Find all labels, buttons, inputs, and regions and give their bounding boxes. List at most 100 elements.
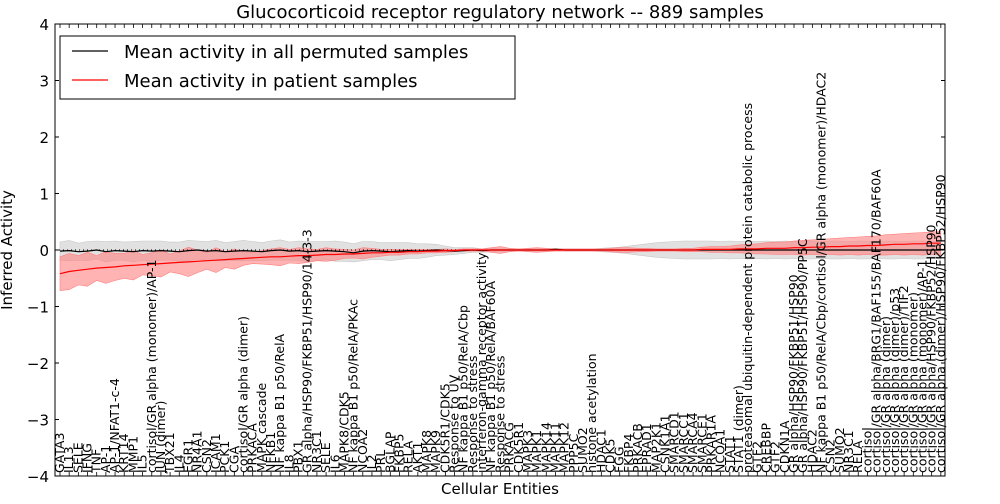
x-tick-label: SMARCC1 <box>676 412 691 473</box>
x-tick-label: NF kappa B1 p50/RelA/Cbp/cortisol/GR alp… <box>814 72 829 473</box>
x-tick-label: FKBP5 <box>392 434 407 473</box>
x-tick-label: MMP1 <box>125 436 140 473</box>
x-axis-label: Cellular Entities <box>441 480 559 498</box>
x-tick-label: PRL <box>373 450 388 473</box>
x-tick-label: NF kappa B1 p50/RelA <box>272 333 287 473</box>
x-tick-label: STAT1 (dimer) <box>731 385 746 473</box>
x-tick-label: RELA <box>850 440 865 473</box>
x-tick-label: IL13 <box>61 446 76 473</box>
x-tick-label: IL2 <box>364 454 379 473</box>
x-tick-label: cortisol/GR alpha (dimer) <box>878 316 893 473</box>
x-tick-label: NR3C1 <box>841 430 856 473</box>
x-tick-label: ICAM1 <box>208 433 223 473</box>
y-tick-label: 4 <box>39 16 49 34</box>
y-axis-label: Inferred Activity <box>0 190 16 310</box>
x-tick-label: BGLAP <box>382 431 397 473</box>
x-tick-label: IL4 <box>171 454 186 473</box>
x-tick-label: GATA3 <box>52 433 67 473</box>
x-tick-label: PRKACB <box>630 423 645 473</box>
x-tick-label: STAT1 <box>722 435 737 473</box>
x-tick-label: GR alpha/HSP90/FKBP51/HSP90/PP5C <box>795 238 810 473</box>
x-tick-label: CGA <box>226 446 241 473</box>
x-tick-label: RELA <box>401 440 416 473</box>
x-tick-label: TBX21 <box>162 432 177 474</box>
x-tick-label: AKT1 <box>410 442 425 473</box>
x-tick-label: SMARCA4 <box>685 412 700 473</box>
x-tick-label: MAPK3 <box>520 430 535 473</box>
y-tick-label: 0 <box>39 242 49 260</box>
x-tick-label: GTF2 <box>768 441 783 473</box>
x-tick-label: PBX1 <box>291 440 306 473</box>
x-tick-label: AP-1 <box>98 445 113 473</box>
x-tick-label: TNF <box>89 449 104 474</box>
x-tick-label: cortisol/GR alpha (dimer) <box>236 316 251 473</box>
x-tick-label: MAPK8/CDK5 <box>336 391 351 473</box>
x-tick-label: GR alpha/HSP90/FKBP51/HSP90/14-3-3 <box>300 229 315 473</box>
x-tick-label: proteasomal ubiquitin-dependent protein … <box>740 103 755 473</box>
x-tick-label: cortisol/GR alpha (monomer) <box>905 292 920 473</box>
x-tick-label: AP-1/NFAT1-c-4 <box>107 378 122 473</box>
x-tick-label: IL5 <box>135 454 150 473</box>
x-tick-label: FKBP4 <box>621 434 636 474</box>
x-tick-label: CSNK1A1 <box>658 414 673 473</box>
y-ticks: −4 −3 −2 −1 0 1 2 3 4 <box>27 16 945 486</box>
x-tick-label: cortisol/GR alpha/HSP90/FKBP52/HSP90 <box>924 224 939 473</box>
x-tick-label: cortisol/GR alpha (dimer)/HSP90/FKBP52/H… <box>933 174 948 473</box>
x-tick-label: MAPK14 <box>538 422 553 473</box>
x-tick-label: NR3C1 <box>309 430 324 473</box>
x-tick-label: NF kappa B1 p50/RelA/PKAc <box>346 299 361 473</box>
y-tick-label: 2 <box>39 129 49 147</box>
x-tick-label: NCOA1 <box>713 429 728 473</box>
x-tick-label: CDK5R1/CDK5 <box>437 383 452 473</box>
x-tick-label: IL8 <box>281 454 296 473</box>
x-tick-label: Response to stress <box>492 355 507 473</box>
x-tick-label: PRKACA <box>245 423 260 473</box>
x-tick-label: SUMO2 <box>575 427 590 473</box>
chart-title: Glucocorticoid receptor regulatory netwo… <box>236 2 764 23</box>
x-tick-label: cortisol/GR alpha (dimer)/TIF2 <box>896 285 911 473</box>
x-tick-label: CREBBP <box>759 423 774 473</box>
x-tick-label: cortisol <box>859 427 874 473</box>
x-tick-label: NF kappa B1 p50/RelA/BAF60A <box>483 280 498 473</box>
x-tick-label: CSN2 <box>199 439 214 473</box>
x-tick-label: MAPK9 <box>428 430 443 473</box>
x-tick-label: GTF2 <box>749 441 764 473</box>
x-tick-label: SMARCE1 <box>694 413 709 473</box>
x-tick-label: HDAC1 <box>593 429 608 473</box>
x-tick-label: NFKB1 <box>263 432 278 473</box>
band-series-2 <box>59 231 942 292</box>
x-tick-label: JUN (dimer) <box>153 401 168 474</box>
x-ticks <box>59 24 942 476</box>
x-tick-label: EGR1 <box>181 439 196 473</box>
x-tick-label: histone acetylation <box>584 353 599 473</box>
x-tick-label: PCK1 <box>217 441 232 473</box>
x-tick-label: SELE <box>318 442 333 473</box>
y-tick-label: −1 <box>27 299 49 317</box>
x-tick-label: IL6 <box>327 454 342 473</box>
x-tick-label: MAPK12 <box>557 422 572 473</box>
x-tick-label: NCOA2 <box>355 429 370 473</box>
x-tick-label: CDK5 <box>603 438 618 473</box>
series-lines <box>59 242 941 275</box>
x-tick-label: Response to stress <box>465 355 480 473</box>
x-tick-label: Response to UV <box>447 374 462 473</box>
x-tick-label: MAPK11 <box>548 422 563 473</box>
y-tick-label: −4 <box>27 468 49 486</box>
legend: Mean activity in all permuted samples Me… <box>59 35 516 100</box>
y-tick-label: 1 <box>39 186 49 204</box>
x-tick-label: KRT14 <box>116 433 131 473</box>
x-tick-label: HDAC2 <box>804 429 819 473</box>
legend-box <box>59 35 516 100</box>
x-tick-label: MAP2K1 <box>648 422 663 473</box>
x-tick-label: cortisol/GR alpha/BRG1/BAF155/BAF170/BAF… <box>869 169 884 473</box>
x-tick-label: CSN2 <box>823 439 838 473</box>
x-tick-label: SELE <box>70 442 85 473</box>
x-tick-label: cortisol/GR alpha (monomer)/AP-1 <box>144 260 159 474</box>
x-tick-label: MAPK8 <box>419 430 434 473</box>
x-tick-label: interferon-gamma receptor activity <box>474 252 489 473</box>
line-series-2 <box>59 242 941 275</box>
x-tick-label: cortisol/GR alpha (monomer)/AP-1 <box>915 260 930 474</box>
x-tick-label: CDKN1A <box>777 420 792 473</box>
x-tick-label: NF kappa B1 p50/RelA/Cbp <box>456 305 471 473</box>
